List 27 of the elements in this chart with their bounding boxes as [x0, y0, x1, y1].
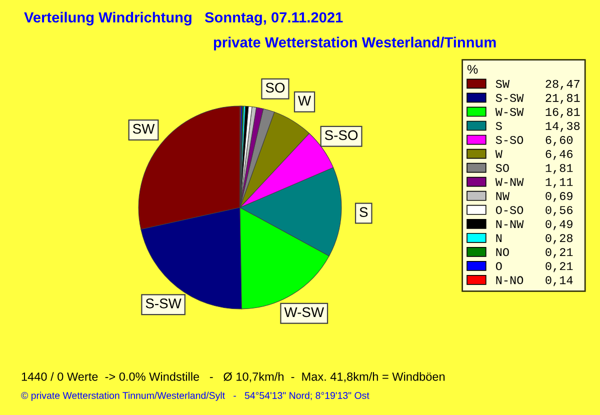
category-label: S-SW 21,81	[496, 94, 580, 104]
category-label: SO 1,81	[496, 164, 573, 174]
category-label: S 14,38	[496, 122, 580, 132]
legend-title: %	[467, 64, 478, 74]
slice-label: SW	[132, 124, 155, 134]
text: 1440 / 0 Werte -> 0.0% Windstille - Ø 10,7km/h - Max. 41,8km/h = Windböen	[22, 372, 445, 382]
category-label: W 6,46	[495, 150, 573, 160]
text: © private Wetterstation Tinnum/Westerland/Sylt - 54°54'13" Nord; 8°19'13" Ost	[21, 392, 370, 401]
slice-label: S	[360, 207, 368, 217]
legend-label: N-NW 0,49	[496, 220, 572, 230]
slice-label: S-SW	[146, 298, 182, 308]
category-label: SW 28,47	[496, 80, 580, 90]
slice-label: SO	[266, 82, 285, 93]
legend-label: O 0,21	[496, 262, 573, 272]
legend-label: N-NO 0,14	[496, 276, 573, 286]
category-label: W-SW 16,81	[495, 108, 580, 118]
category-label: S-SO 6,60	[496, 136, 573, 146]
chart-subtitle: private Wetterstation Westerland/Tinnum	[214, 36, 496, 50]
legend-label: NO 0,21	[496, 248, 573, 258]
slice-label: S-SO	[324, 130, 358, 140]
legend-label: N 0,28	[496, 234, 573, 244]
legend-label: W-NW 1,11	[495, 178, 573, 188]
chart-title: Verteilung Windrichtung Sonntag, 07.11.2021	[24, 12, 343, 26]
slice-label: W-SW	[284, 307, 324, 318]
legend-label: O-SO 0,56	[496, 206, 573, 216]
legend-label: NW 0,69	[496, 192, 572, 202]
slice-label: W	[298, 96, 312, 106]
